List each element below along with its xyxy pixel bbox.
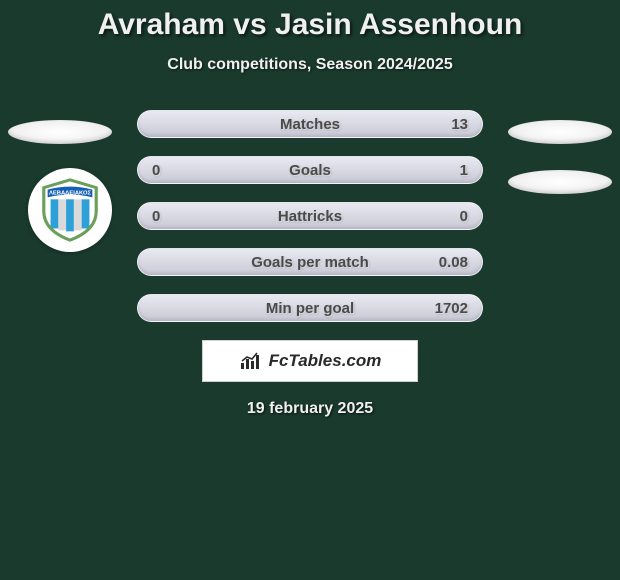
brand-text: FcTables.com	[269, 351, 382, 371]
stat-left-value: 0	[152, 162, 188, 179]
page-title: Avraham vs Jasin Assenhoun	[0, 8, 620, 42]
stat-label: Hattricks	[138, 208, 482, 225]
shield-icon: ΛΕΒΑΔΕΙΑΚΟΣ	[36, 176, 104, 244]
player-right-ellipse-3	[508, 170, 612, 194]
stat-label: Goals per match	[138, 254, 482, 271]
branding-badge: FcTables.com	[202, 340, 418, 382]
stat-row-min-per-goal: Min per goal 1702	[137, 294, 483, 322]
left-club-badge: ΛΕΒΑΔΕΙΑΚΟΣ	[28, 168, 112, 252]
stat-row-matches: Matches 13	[137, 110, 483, 138]
stat-left-value: 0	[152, 208, 188, 225]
stat-label: Min per goal	[138, 300, 482, 317]
stat-right-value: 13	[432, 116, 468, 133]
club-banner-text: ΛΕΒΑΔΕΙΑΚΟΣ	[49, 190, 91, 196]
stat-label: Matches	[138, 116, 482, 133]
stat-right-value: 0.08	[432, 254, 468, 271]
player-right-ellipse-2	[508, 120, 612, 144]
stat-rows: Matches 13 0 Goals 1 0 Hattricks 0 Goals…	[137, 110, 483, 322]
subtitle: Club competitions, Season 2024/2025	[0, 56, 620, 74]
stats-area: ΛΕΒΑΔΕΙΑΚΟΣ Matches 13 0 Goals	[0, 110, 620, 418]
infographic-container: Avraham vs Jasin Assenhoun Club competit…	[0, 0, 620, 418]
date-text: 19 february 2025	[0, 400, 620, 418]
player-right-ellipse-1	[8, 120, 112, 144]
stat-right-value: 0	[432, 208, 468, 225]
stat-row-goals-per-match: Goals per match 0.08	[137, 248, 483, 276]
stat-row-hattricks: 0 Hattricks 0	[137, 202, 483, 230]
club-stripes	[51, 199, 90, 231]
stat-row-goals: 0 Goals 1	[137, 156, 483, 184]
stat-label: Goals	[138, 162, 482, 179]
stat-right-value: 1	[432, 162, 468, 179]
stat-right-value: 1702	[432, 300, 468, 317]
bar-chart-icon	[239, 351, 263, 371]
